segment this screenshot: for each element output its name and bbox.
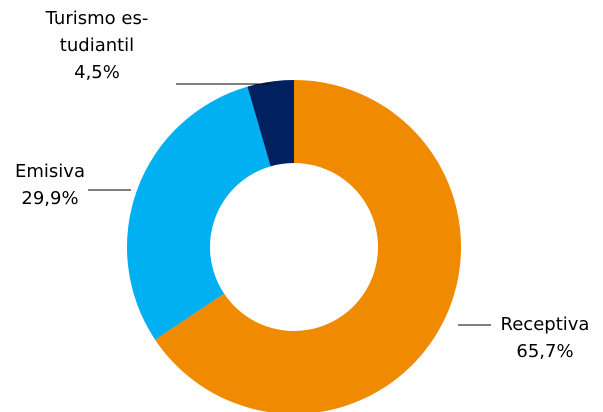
slice-name: Emisiva bbox=[15, 161, 85, 182]
slice-name: Turismo es-tudiantil bbox=[45, 8, 149, 56]
slice-name: Receptiva bbox=[501, 314, 590, 335]
donut-slice bbox=[155, 80, 461, 412]
slice-value-label: 4,5% bbox=[74, 62, 120, 83]
slice-value-label: 65,7% bbox=[516, 341, 573, 362]
slice-value-label: 29,9% bbox=[21, 188, 78, 209]
donut-slice bbox=[247, 80, 294, 167]
donut-slice bbox=[126, 86, 271, 340]
